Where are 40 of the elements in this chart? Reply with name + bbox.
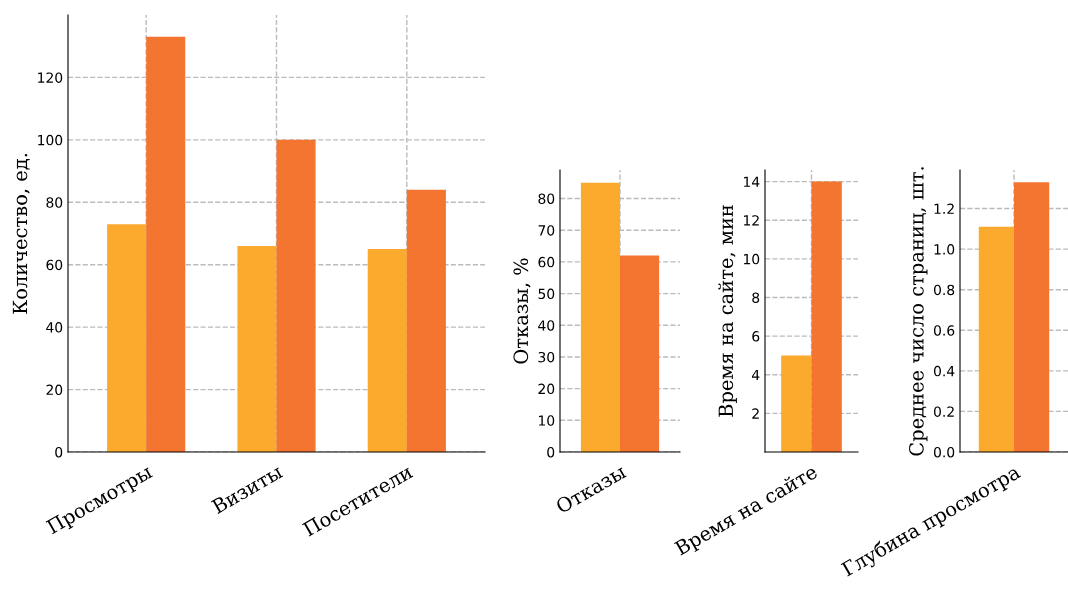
y-tick-label: 0.4 <box>933 365 955 377</box>
y-tick-label: 2 <box>752 408 759 419</box>
bar <box>406 189 446 452</box>
y-tick-label: 8 <box>752 292 760 303</box>
bar <box>237 245 277 452</box>
y-tick-label: 60 <box>538 256 555 268</box>
y-axis-title: Среднее число страниц, шт. <box>909 167 928 456</box>
y-tick-label: 80 <box>538 193 555 204</box>
y-tick-label: 50 <box>538 288 555 300</box>
y-tick-label: 1.0 <box>934 244 955 255</box>
y-tick-label: 100 <box>38 134 63 146</box>
y-tick-label: 6 <box>752 331 760 342</box>
y-tick-label: 10 <box>538 415 555 426</box>
y-axis-title: Количество, ед. <box>12 153 30 314</box>
y-tick-label: 4 <box>751 369 760 381</box>
y-tick-label: 12 <box>743 215 759 226</box>
y-tick-label: 20 <box>538 383 555 395</box>
y-tick-label: 0.0 <box>933 446 955 458</box>
y-tick-label: 70 <box>538 225 555 236</box>
y-axis-title: Отказы, % <box>513 258 531 364</box>
y-tick-label: 60 <box>46 259 63 271</box>
bar <box>107 224 147 452</box>
y-tick-label: 10 <box>743 253 760 265</box>
y-tick-label: 0 <box>547 446 555 458</box>
y-tick-label: 40 <box>46 322 63 333</box>
y-tick-label: 0.2 <box>933 406 954 417</box>
y-tick-label: 80 <box>46 197 63 208</box>
y-tick-label: 0.6 <box>933 325 955 336</box>
y-tick-label: 120 <box>38 72 63 83</box>
y-tick-label: 1.2 <box>934 203 954 214</box>
y-tick-label: 30 <box>538 351 555 363</box>
y-tick-label: 0 <box>55 446 63 458</box>
bar <box>367 249 407 452</box>
bar <box>146 36 186 452</box>
bar <box>276 139 316 452</box>
y-axis-title: Время на сайте, мин <box>718 205 737 417</box>
y-tick-label: 20 <box>46 384 63 396</box>
y-tick-label: 40 <box>538 320 555 331</box>
y-tick-label: 0.8 <box>933 284 955 296</box>
y-tick-label: 14 <box>743 176 760 187</box>
